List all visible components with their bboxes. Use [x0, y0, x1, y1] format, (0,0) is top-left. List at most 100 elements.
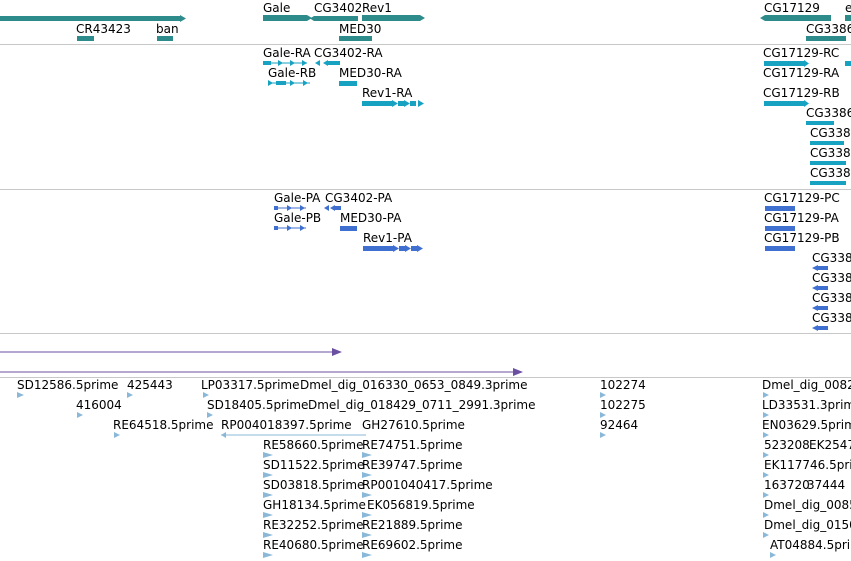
- est-label[interactable]: Dmel_dig_016330_0653_0849.3prime: [300, 378, 528, 392]
- protein-label[interactable]: CG338: [812, 251, 851, 265]
- est-label[interactable]: RE39747.5prime: [362, 458, 463, 472]
- transcript-label[interactable]: CG338: [810, 126, 851, 140]
- est-label[interactable]: RE64518.5prime: [113, 418, 214, 432]
- protein-label[interactable]: CG17129-PC: [764, 191, 840, 205]
- est-feature[interactable]: [263, 512, 273, 518]
- est-feature[interactable]: [362, 512, 372, 518]
- est-feature[interactable]: [362, 492, 372, 498]
- gene-label-cr43423[interactable]: CR43423: [76, 22, 131, 36]
- est-label[interactable]: Dmel_dig_018429_0711_2991.3prime: [308, 398, 536, 412]
- est-label[interactable]: 92464: [600, 418, 639, 432]
- est-label[interactable]: GH18134.5prime: [263, 498, 366, 512]
- est-label[interactable]: RP001040417.5prime: [362, 478, 493, 492]
- est-feature[interactable]: [763, 492, 769, 498]
- transcript-label[interactable]: CG338: [810, 146, 851, 160]
- est-feature[interactable]: [263, 452, 273, 458]
- est-feature[interactable]: [263, 532, 273, 538]
- est-feature[interactable]: [77, 412, 83, 418]
- est-label[interactable]: EK117746.5prime: [764, 458, 851, 472]
- transcript-label[interactable]: CG3402-RA: [314, 46, 383, 60]
- est-feature[interactable]: [207, 412, 213, 418]
- gene-label-gale[interactable]: Gale: [263, 1, 291, 15]
- est-label[interactable]: Dmel_dig_0082: [762, 378, 851, 392]
- est-label[interactable]: SD03818.5prime: [263, 478, 365, 492]
- gene-feature[interactable]: [806, 36, 846, 41]
- gene-label-e[interactable]: e: [845, 1, 851, 15]
- est-label[interactable]: SD12586.5prime: [17, 378, 119, 392]
- gene-feature[interactable]: [314, 16, 358, 21]
- gene-feature[interactable]: [157, 36, 173, 41]
- est-label[interactable]: RE58660.5prime: [263, 438, 364, 452]
- est-feature[interactable]: [263, 552, 273, 558]
- est-feature[interactable]: [600, 392, 606, 398]
- est-feature[interactable]: [263, 472, 273, 478]
- gene-feature[interactable]: [765, 15, 831, 21]
- protein-label[interactable]: CG338: [812, 291, 851, 305]
- est-feature[interactable]: [114, 432, 120, 438]
- protein-label[interactable]: Rev1-PA: [363, 231, 412, 245]
- protein-label[interactable]: CG17129-PA: [764, 211, 839, 225]
- est-label[interactable]: LD33531.3prime: [762, 398, 851, 412]
- gene-label-cg3386[interactable]: CG3386: [806, 22, 851, 36]
- est-label[interactable]: AT04884.5prime: [770, 538, 851, 552]
- gene-label-rev1[interactable]: Rev1: [362, 1, 392, 15]
- gene-label-cg3402[interactable]: CG3402: [314, 1, 363, 15]
- gene-feature[interactable]: [339, 36, 372, 41]
- gene-label-med30[interactable]: MED30: [339, 22, 382, 36]
- transcript-label[interactable]: CG17129-RC: [763, 46, 840, 60]
- transcript-label[interactable]: Gale-RA: [263, 46, 311, 60]
- est-feature[interactable]: [17, 392, 24, 398]
- est-label[interactable]: 102275: [600, 398, 646, 412]
- est-feature[interactable]: [763, 472, 769, 478]
- est-label[interactable]: 163720: [764, 478, 810, 492]
- est-feature[interactable]: [763, 392, 769, 398]
- est-label[interactable]: SD18405.5prime: [207, 398, 309, 412]
- est-label[interactable]: RE69602.5prime: [362, 538, 463, 552]
- transcript-label[interactable]: MED30-RA: [339, 66, 402, 80]
- gene-label-cg17129[interactable]: CG17129: [764, 1, 820, 15]
- est-label[interactable]: EK056819.5prime: [367, 498, 475, 512]
- est-label[interactable]: RE21889.5prime: [362, 518, 463, 532]
- est-label[interactable]: RP004018397.5prime: [221, 418, 352, 432]
- est-feature[interactable]: [362, 532, 372, 538]
- est-feature[interactable]: [763, 512, 769, 518]
- est-label[interactable]: LP03317.5prime: [201, 378, 300, 392]
- transcript-label[interactable]: CG17129-RB: [763, 86, 840, 100]
- transcript-label[interactable]: CG17129-RA: [763, 66, 840, 80]
- est-label[interactable]: GH27610.5prime: [362, 418, 465, 432]
- gene-label-ban[interactable]: ban: [156, 22, 179, 36]
- est-label[interactable]: 425443: [127, 378, 173, 392]
- gene-feature[interactable]: [0, 16, 180, 21]
- est-label[interactable]: EN03629.5prime: [762, 418, 851, 432]
- est-label[interactable]: 523208: [764, 438, 810, 452]
- est-label[interactable]: RE32252.5prime: [263, 518, 364, 532]
- protein-label[interactable]: Gale-PA: [274, 191, 321, 205]
- est-label[interactable]: EK2547: [809, 438, 851, 452]
- gene-feature[interactable]: [362, 15, 420, 21]
- protein-label[interactable]: CG17129-PB: [764, 231, 840, 245]
- transcript-label[interactable]: Gale-RB: [268, 66, 317, 80]
- est-label[interactable]: 416004: [76, 398, 122, 412]
- protein-label[interactable]: CG338: [812, 271, 851, 285]
- est-feature[interactable]: [763, 532, 769, 538]
- est-label[interactable]: RE74751.5prime: [362, 438, 463, 452]
- transcript-label[interactable]: Rev1-RA: [362, 86, 413, 100]
- est-feature[interactable]: [263, 492, 273, 498]
- est-feature[interactable]: [362, 472, 372, 478]
- gene-feature[interactable]: [263, 15, 307, 21]
- est-feature[interactable]: [203, 392, 209, 398]
- est-feature[interactable]: [600, 432, 606, 438]
- est-feature[interactable]: [127, 392, 133, 398]
- est-feature[interactable]: [763, 452, 769, 458]
- gene-feature[interactable]: [77, 36, 94, 41]
- gene-feature[interactable]: [845, 15, 851, 21]
- est-feature[interactable]: [600, 412, 606, 418]
- est-label[interactable]: 102274: [600, 378, 646, 392]
- est-label[interactable]: Dmel_dig_0150: [764, 518, 851, 532]
- transcript-label[interactable]: CG338: [810, 166, 851, 180]
- protein-label[interactable]: CG3402-PA: [325, 191, 393, 205]
- protein-label[interactable]: CG338: [812, 311, 851, 325]
- transcript-label[interactable]: CG3386: [806, 106, 851, 120]
- protein-label[interactable]: Gale-PB: [274, 211, 322, 225]
- est-feature[interactable]: [362, 552, 372, 558]
